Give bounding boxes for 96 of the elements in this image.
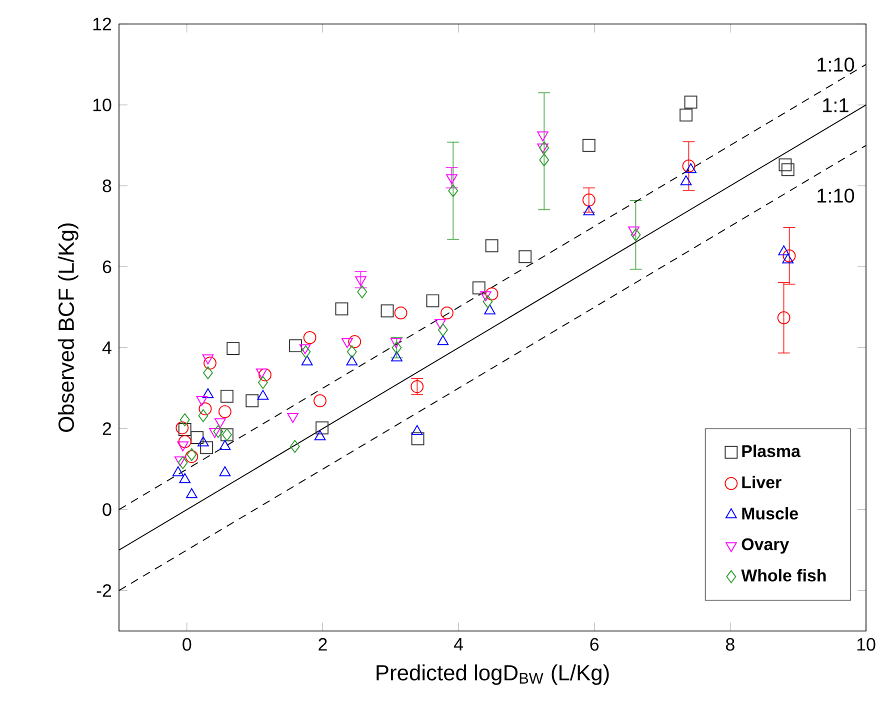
point xyxy=(582,194,596,206)
legend-label: Plasma xyxy=(742,444,801,458)
point xyxy=(392,341,402,354)
point xyxy=(190,431,204,444)
point xyxy=(213,425,224,438)
point xyxy=(202,388,214,398)
x-tick-label: 2 xyxy=(318,638,327,651)
point xyxy=(172,466,184,476)
y-tick-label: 0 xyxy=(102,503,112,516)
point xyxy=(200,441,214,454)
point xyxy=(537,144,548,154)
point xyxy=(582,138,596,152)
point xyxy=(180,413,190,426)
series-label: 1:1 xyxy=(823,98,848,112)
point xyxy=(437,335,449,346)
point xyxy=(440,306,454,320)
point xyxy=(482,295,493,308)
point xyxy=(186,488,198,498)
point xyxy=(346,355,358,366)
legend-label: Whole fish xyxy=(741,569,826,582)
x-tick-label: 6 xyxy=(590,638,599,651)
y-tick-label: -2 xyxy=(96,584,112,597)
point xyxy=(178,435,192,448)
x-tick-label: 0 xyxy=(182,638,192,651)
point xyxy=(335,302,348,316)
y-tick-label: 10 xyxy=(93,98,112,112)
point xyxy=(301,355,313,366)
point xyxy=(176,421,189,434)
point xyxy=(300,345,311,358)
point xyxy=(472,281,486,294)
point xyxy=(539,153,550,166)
point xyxy=(290,440,300,453)
point xyxy=(448,184,458,198)
point xyxy=(782,249,796,262)
point xyxy=(218,405,232,418)
point xyxy=(289,339,302,352)
point xyxy=(226,342,240,356)
point xyxy=(380,304,394,318)
point xyxy=(219,466,231,476)
point xyxy=(257,390,269,400)
y-axis-title: Observed BCF (L/Kg) xyxy=(58,224,78,432)
point xyxy=(357,285,368,298)
y-tick-label: 4 xyxy=(102,342,112,354)
point xyxy=(258,368,272,382)
point xyxy=(630,228,641,242)
series-label: 1:10 xyxy=(818,58,854,72)
point xyxy=(179,473,191,484)
point xyxy=(411,425,423,435)
point xyxy=(198,409,208,422)
legend-label: Liver xyxy=(742,476,782,488)
legend-label: Muscle xyxy=(742,507,798,520)
point xyxy=(777,311,790,324)
y-tick-label: 6 xyxy=(102,260,112,274)
point xyxy=(394,306,408,320)
point xyxy=(220,390,234,403)
x-tick-label: 10 xyxy=(857,638,876,651)
point xyxy=(314,430,326,440)
point xyxy=(204,356,216,370)
point xyxy=(446,174,458,184)
point xyxy=(391,351,402,362)
point xyxy=(539,141,550,154)
point xyxy=(438,323,448,336)
legend-label: Ovary xyxy=(742,538,790,554)
point xyxy=(426,294,440,308)
point xyxy=(485,287,498,300)
point xyxy=(198,402,212,416)
x-tick-label: 8 xyxy=(726,638,734,651)
y-tick-label: 2 xyxy=(102,422,112,435)
point xyxy=(219,440,231,450)
x-axis-title: Predicted logD$_{BW}$ (L/Kg) xyxy=(376,664,609,685)
point xyxy=(303,331,316,344)
point xyxy=(316,421,329,434)
point xyxy=(778,158,792,172)
point xyxy=(178,456,188,470)
series-label: 1:10 xyxy=(818,188,854,203)
point xyxy=(411,432,424,446)
point xyxy=(537,131,548,142)
point xyxy=(781,163,794,176)
point xyxy=(680,108,693,122)
point xyxy=(480,291,492,302)
point xyxy=(178,423,192,436)
point xyxy=(628,226,640,236)
point xyxy=(258,376,268,390)
point xyxy=(348,335,362,348)
point xyxy=(246,394,259,408)
point xyxy=(684,96,698,109)
x-tick-label: 4 xyxy=(454,638,463,650)
y-tick-label: 8 xyxy=(102,180,112,192)
point xyxy=(346,345,357,358)
point xyxy=(202,366,213,380)
point xyxy=(314,394,326,408)
point xyxy=(198,436,209,446)
point xyxy=(518,250,532,264)
y-tick-label: 12 xyxy=(93,18,112,30)
point xyxy=(485,239,498,252)
point xyxy=(682,160,696,173)
